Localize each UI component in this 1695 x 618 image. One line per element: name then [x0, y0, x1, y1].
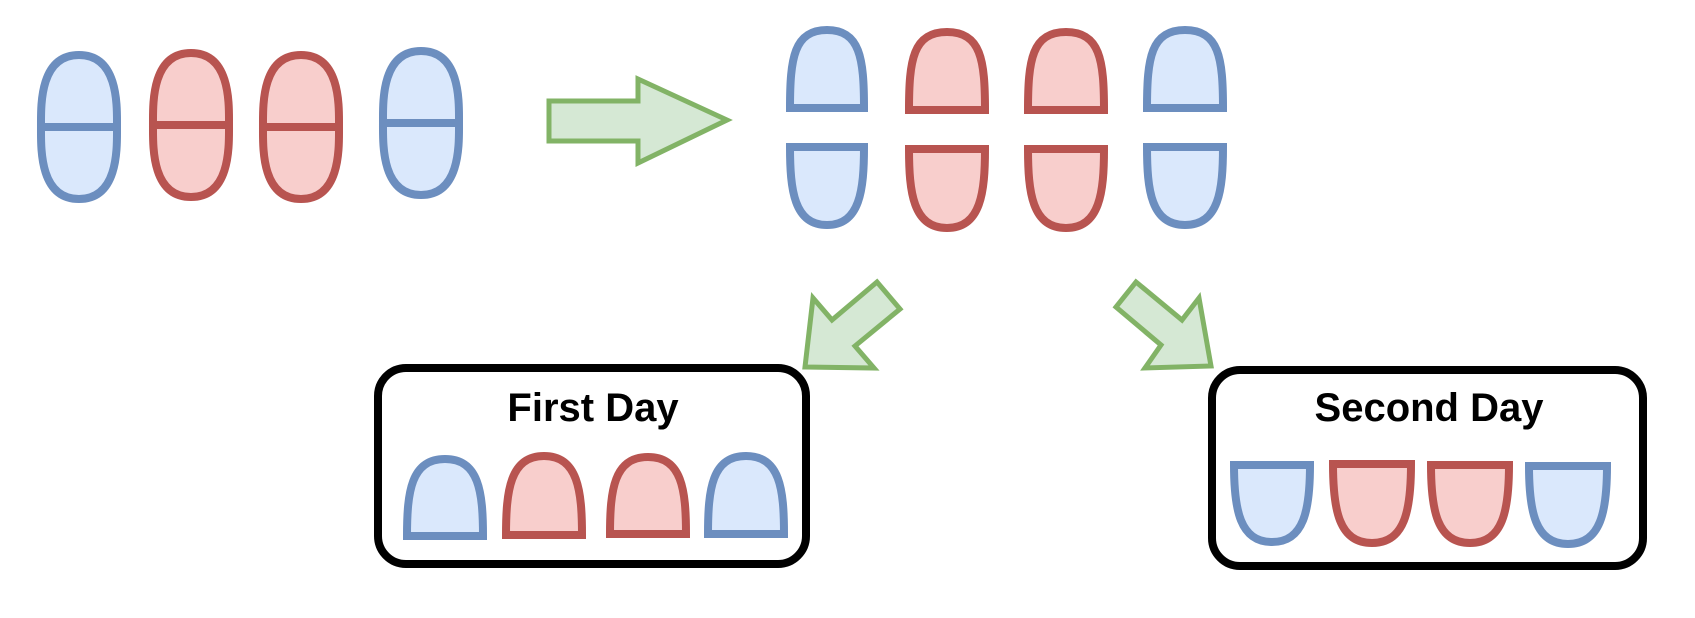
pill-top-half — [1023, 27, 1109, 114]
first-day-label: First Day — [507, 386, 679, 430]
down-right-arrow-icon — [1112, 278, 1214, 371]
pill-bottom-half — [1142, 143, 1228, 230]
second-day-pill-half — [1229, 461, 1315, 547]
pill-bottom-half — [1023, 145, 1109, 233]
first-day-pill-half — [402, 454, 488, 540]
down-left-arrow-icon — [802, 278, 904, 371]
whole-pill — [258, 50, 344, 204]
whole-pill — [148, 48, 234, 202]
pill-top-half — [1142, 25, 1228, 112]
first-day-pill-half — [501, 451, 587, 539]
first-day-pill-half — [605, 452, 691, 538]
second-day-pill-half — [1426, 461, 1514, 548]
whole-pills-row — [36, 46, 464, 204]
second-day-pill-half — [1328, 460, 1416, 548]
pill-top-half — [904, 27, 990, 114]
first-day-box: First Day — [374, 364, 810, 568]
pill-top-half — [785, 25, 869, 112]
split-pills-row — [785, 25, 1228, 233]
pill-bottom-half — [904, 145, 990, 233]
second-day-box: Second Day — [1208, 366, 1647, 570]
pill-bottom-half — [785, 143, 869, 230]
split-arrow-icon — [546, 75, 733, 167]
second-day-pill-half — [1524, 462, 1612, 549]
whole-pill — [378, 46, 464, 200]
first-day-pill-half — [703, 451, 789, 538]
second-day-label: Second Day — [1315, 386, 1545, 430]
whole-pill — [36, 50, 122, 204]
